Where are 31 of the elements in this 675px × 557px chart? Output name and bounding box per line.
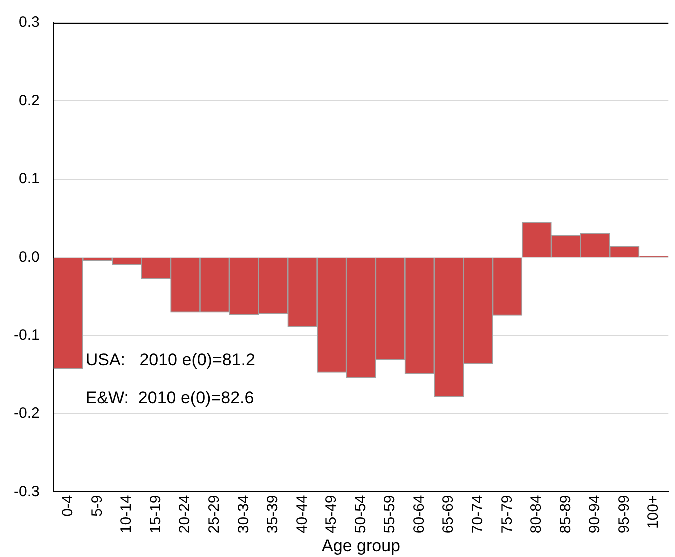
x-tick-label: 100+ — [645, 495, 662, 530]
x-tick-label: 70-74 — [469, 495, 486, 534]
x-tick-label: 50-54 — [352, 495, 370, 534]
annotation: USA: 2010 e(0)=81.2 — [86, 350, 256, 370]
x-tick-label: 75-79 — [498, 495, 516, 534]
x-tick-label: 40-44 — [294, 495, 311, 534]
x-tick-label: 45-49 — [323, 495, 340, 534]
x-tick-label: 25-29 — [206, 495, 224, 534]
x-tick-label: 15-19 — [147, 495, 164, 534]
x-tick-label: 5-9 — [88, 495, 106, 517]
x-tick-label: 90-94 — [586, 495, 604, 534]
x-axis-title: Age group — [322, 536, 400, 556]
y-tick-label: -0.2 — [14, 405, 40, 422]
annotation: E&W: 2010 e(0)=82.6 — [86, 388, 254, 408]
x-tick-label: 80-84 — [528, 495, 546, 534]
x-tick-label: 35-39 — [264, 495, 282, 534]
y-tick-label: -0.1 — [14, 326, 40, 344]
x-tick-label: 95-99 — [616, 495, 633, 534]
x-tick-label: 85-89 — [557, 495, 574, 534]
x-tick-label: 55-59 — [382, 495, 399, 534]
x-tick-label: 10-14 — [118, 495, 136, 534]
y-tick-label: -0.3 — [14, 483, 40, 500]
x-tick-label: 20-24 — [176, 495, 194, 534]
y-tick-label: 0.1 — [18, 170, 40, 188]
y-tick-label: 0.0 — [18, 248, 40, 266]
x-tick-label: 0-4 — [60, 495, 77, 517]
x-tick-label: 30-34 — [235, 495, 252, 534]
y-tick-label: 0.3 — [18, 14, 40, 32]
x-tick-label: 65-69 — [440, 495, 458, 534]
y-tick-label: 0.2 — [18, 92, 40, 110]
x-tick-label: 60-64 — [410, 495, 428, 534]
